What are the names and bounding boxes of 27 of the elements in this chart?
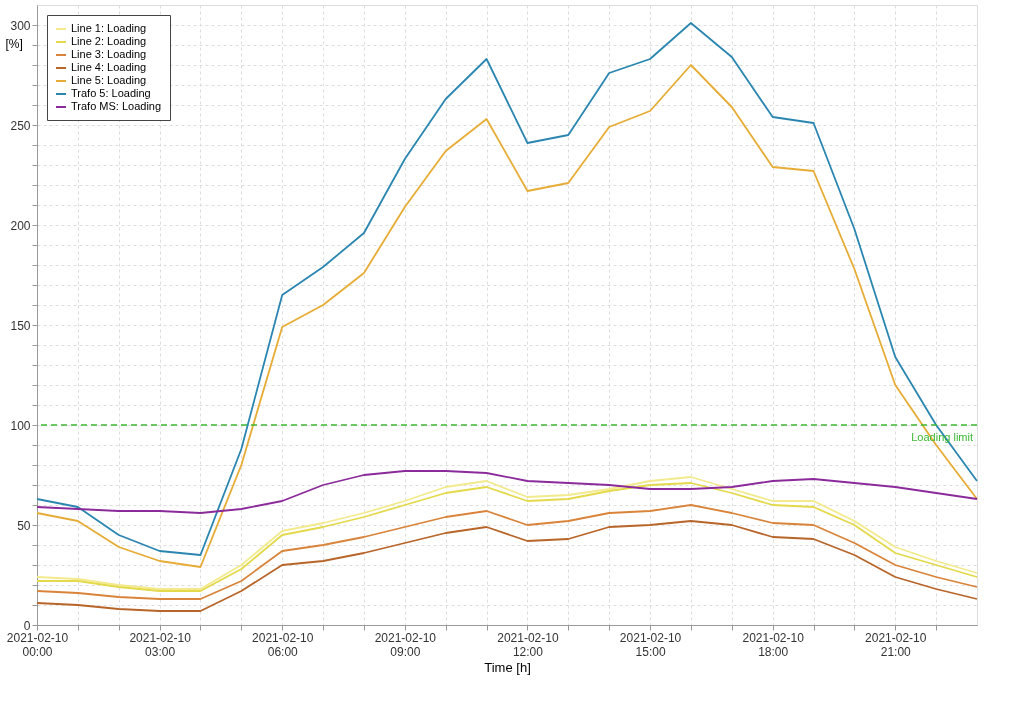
line-series	[36, 520, 978, 612]
y-tick-label: 100	[10, 418, 31, 433]
legend-label: Line 1: Loading	[71, 22, 147, 34]
y-tick-label: 200	[10, 218, 31, 233]
x-tick-label: 2021-02-10 12:00	[497, 630, 559, 659]
x-tick-label: 2021-02-10 00:00	[6, 630, 69, 659]
legend-label: Line 5: Loading	[71, 74, 147, 86]
legend-label: Trafo MS: Loading	[71, 100, 162, 112]
line-series	[36, 470, 978, 514]
x-tick-label: 2021-02-10 18:00	[742, 630, 805, 659]
y-tick-label: 150	[10, 318, 31, 333]
legend-label: Trafo 5: Loading	[71, 87, 151, 99]
legend-label: Line 2: Loading	[71, 35, 147, 47]
x-axis-title: Time [h]	[484, 659, 531, 675]
y-axis-title: [%]	[5, 36, 23, 51]
x-tick-label: 2021-02-10 03:00	[129, 630, 192, 659]
x-tick-label: 2021-02-10 21:00	[865, 630, 927, 659]
y-tick-label: 300	[10, 18, 31, 33]
x-tick-label: 2021-02-10 06:00	[252, 630, 314, 659]
legend-label: Line 4: Loading	[71, 61, 147, 73]
y-tick-label: 250	[10, 118, 31, 133]
legend-label: Line 3: Loading	[71, 48, 147, 60]
line-series	[36, 504, 978, 600]
y-tick-label: 50	[17, 518, 31, 533]
x-tick-label: 2021-02-10 15:00	[619, 630, 682, 659]
y-tick-label: 0	[23, 618, 31, 633]
x-tick-label: 2021-02-10 09:00	[374, 630, 437, 659]
